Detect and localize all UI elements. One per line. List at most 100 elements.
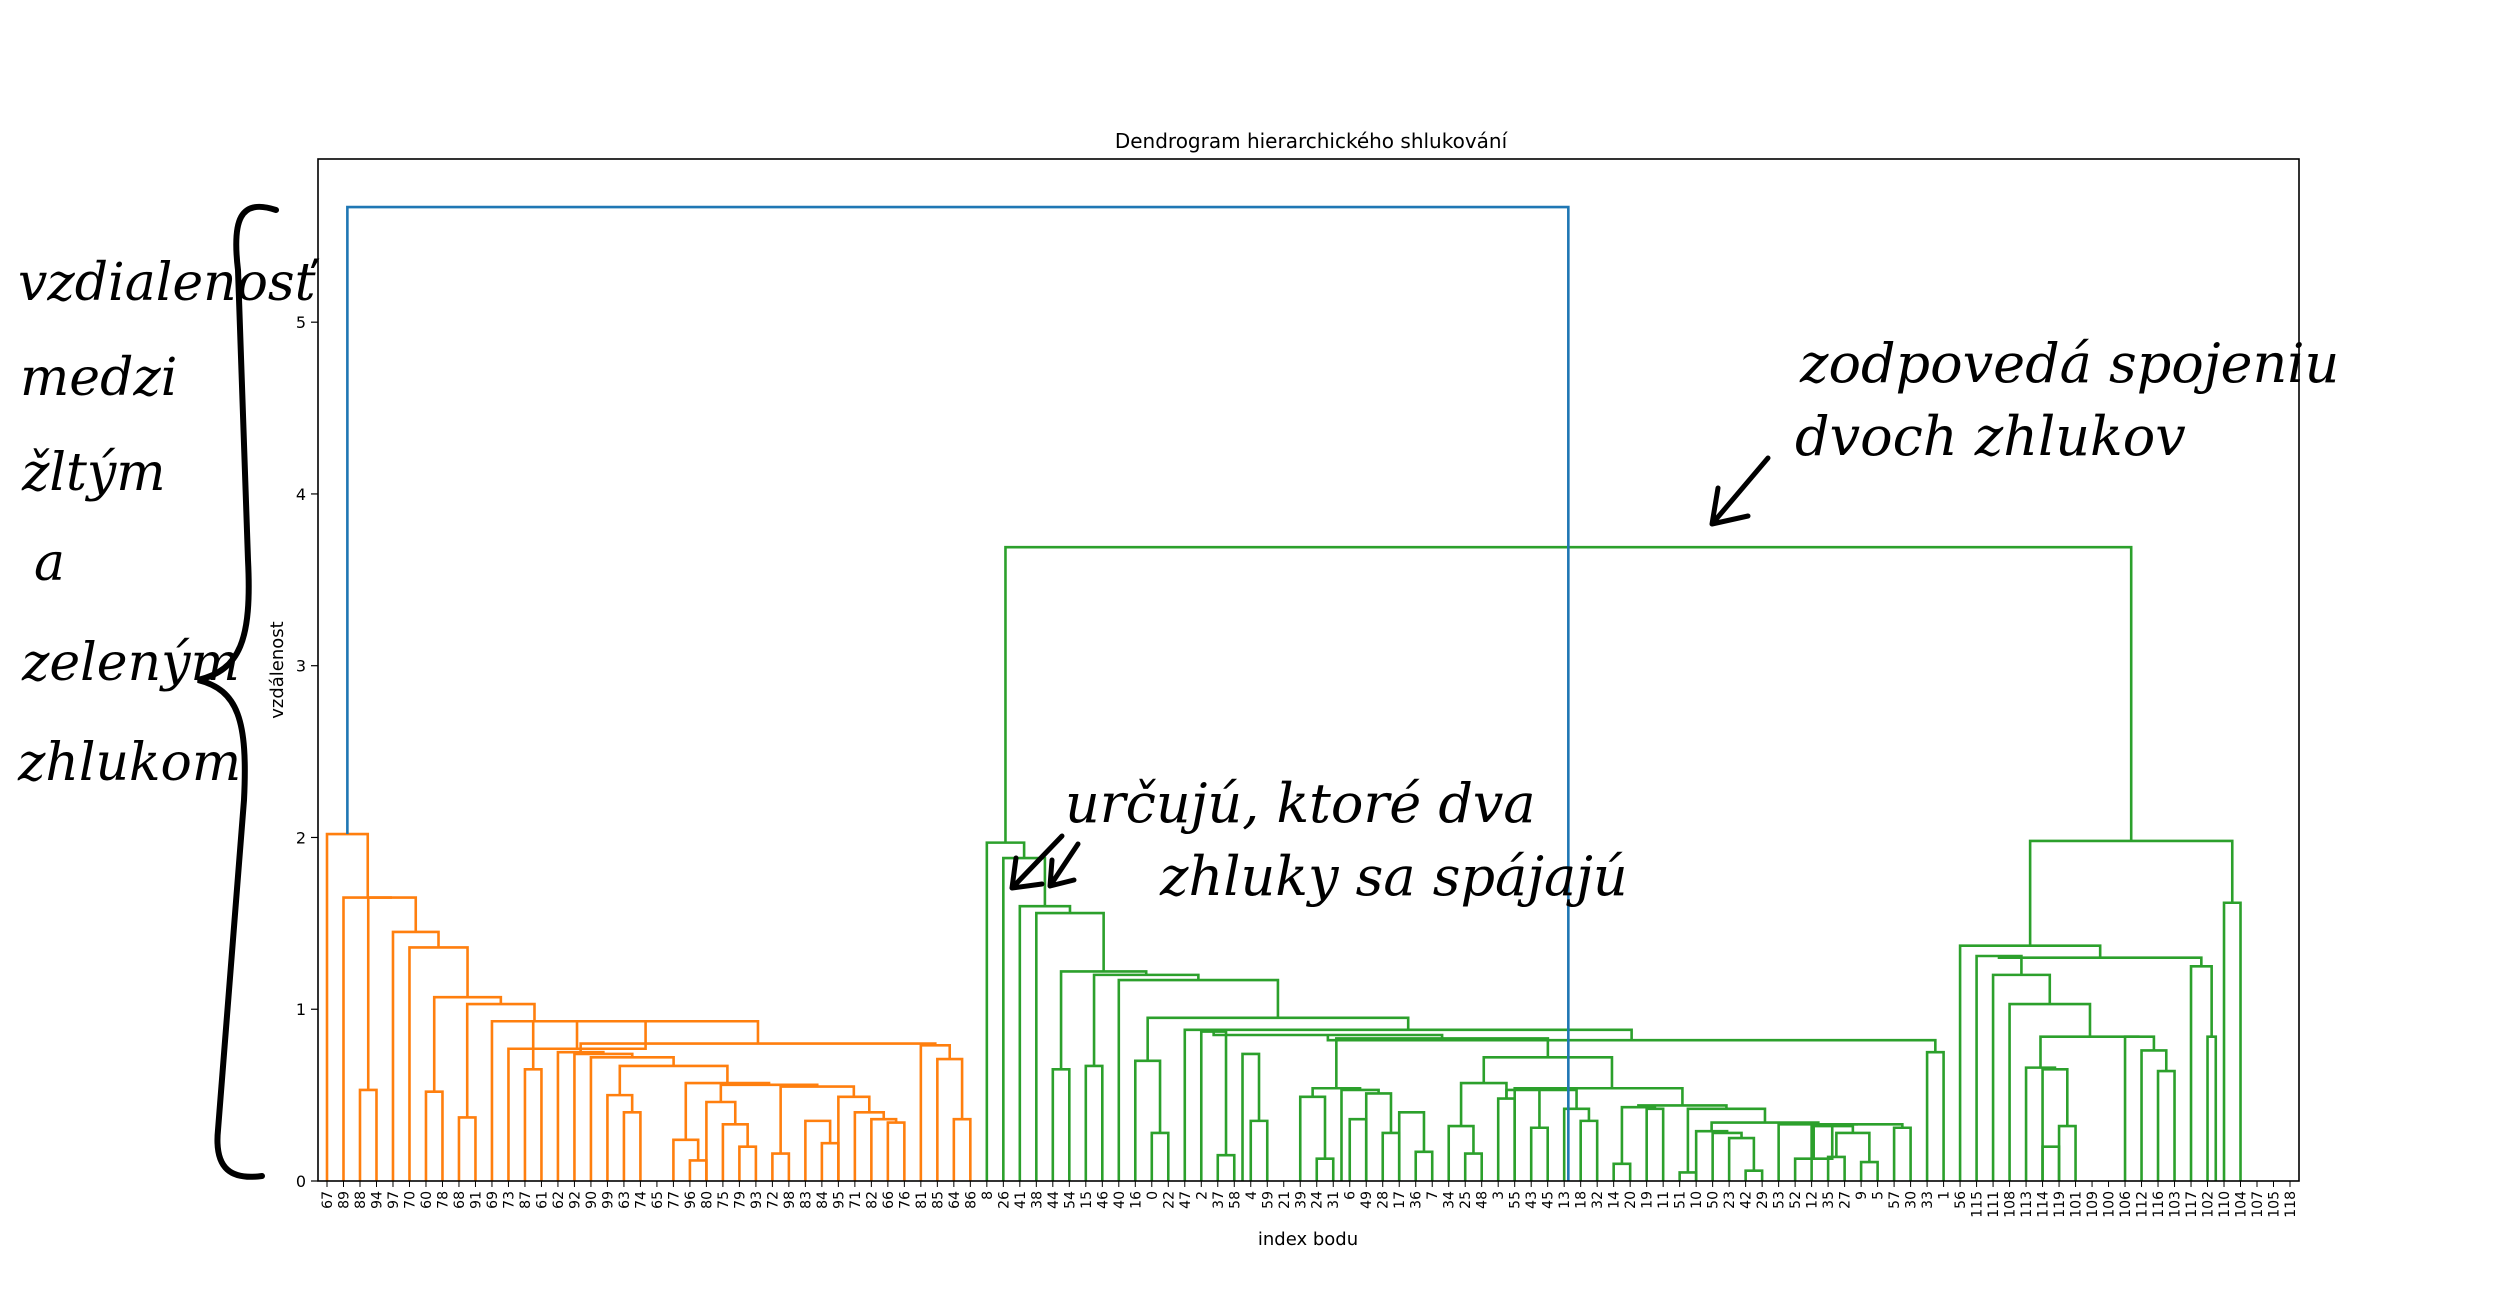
dendrogram-links	[325, 205, 2242, 1181]
leaf-label: 110	[2217, 1191, 2233, 1218]
leaf-label: 16	[1128, 1191, 1144, 1209]
dendrogram-link-green	[1620, 1105, 1657, 1164]
leaf-label: 112	[2135, 1191, 2151, 1218]
leaf-label: 81	[914, 1191, 930, 1209]
dendrogram-link-orange	[853, 1110, 886, 1181]
dendrogram-link-green	[1686, 1107, 1767, 1173]
leaf-label: 77	[666, 1191, 682, 1209]
dendrogram-link-green	[1117, 978, 1280, 1181]
dendrogram-link-orange	[618, 1064, 729, 1096]
leaf-label: 18	[1574, 1191, 1590, 1209]
leaf-label: 47	[1178, 1191, 1194, 1209]
top-right-annotation: zodpovedá spojeniu dvoch zhlukov	[1709, 332, 2339, 527]
leaf-label: 38	[1029, 1191, 1045, 1209]
dendrogram-link-green	[1463, 1152, 1484, 1181]
leaf-label: 0	[1145, 1191, 1161, 1200]
leaf-label: 96	[683, 1191, 699, 1209]
leaf-label: 49	[1359, 1191, 1375, 1209]
leaf-label: 82	[864, 1191, 880, 1209]
leaf-label: 20	[1623, 1191, 1639, 1209]
dendrogram-link-green	[1084, 1064, 1104, 1181]
leaf-label: 94	[369, 1191, 385, 1209]
dendrogram-link-orange	[490, 1019, 579, 1181]
dendrogram-link-green	[1744, 1169, 1764, 1181]
leaf-label: 29	[1755, 1191, 1771, 1209]
leaf-label: 9	[1854, 1191, 1870, 1200]
leaf-label: 84	[815, 1191, 831, 1209]
leaf-label: 1	[1937, 1191, 1953, 1200]
leaf-label: 65	[650, 1191, 666, 1209]
dendrogram-link-orange	[738, 1145, 758, 1181]
leaf-label: 50	[1706, 1191, 1722, 1209]
dendrogram-link-orange	[804, 1119, 832, 1181]
dendrogram-link-green	[2140, 1049, 2168, 1181]
dendrogram-link-orange	[684, 1081, 771, 1140]
dendrogram-link-green	[1364, 1092, 1393, 1181]
leaf-label: 80	[699, 1191, 715, 1209]
leaf-label: 70	[402, 1191, 418, 1209]
leaf-label: 106	[2118, 1191, 2134, 1218]
top-right-annotation-line: zodpovedá spojeniu	[1799, 332, 2339, 395]
dendrogram-link-green	[1727, 1136, 1756, 1181]
leaf-label: 35	[1821, 1191, 1837, 1209]
dendrogram-link-green	[2222, 901, 2242, 1181]
leaf-label: 30	[1904, 1191, 1920, 1209]
dendrogram-link-green	[2024, 1066, 2057, 1181]
y-tick-label: 5	[296, 313, 306, 332]
leaf-label: 11	[1656, 1191, 1672, 1209]
dendrogram-link-green	[2206, 1035, 2218, 1181]
leaf-label: 59	[1260, 1191, 1276, 1209]
dendrogram-link-orange	[672, 1138, 700, 1181]
leaf-label: 52	[1788, 1191, 1804, 1209]
leaf-label: 99	[600, 1191, 616, 1209]
leaf-label: 15	[1079, 1191, 1095, 1209]
curly-brace	[197, 203, 279, 1180]
leaf-label: 117	[2184, 1191, 2200, 1218]
leaf-label: 119	[2052, 1191, 2068, 1218]
dendrogram-link-orange	[820, 1141, 840, 1181]
dendrogram-link-green	[1562, 1107, 1591, 1181]
x-axis-label: index bodu	[1258, 1229, 1358, 1250]
dendrogram-link-orange	[870, 1117, 898, 1181]
y-tick-label: 1	[296, 1000, 306, 1019]
dendrogram-link-orange	[358, 1088, 378, 1181]
leaf-label: 13	[1557, 1191, 1573, 1209]
leaf-label: 48	[1475, 1191, 1491, 1209]
leaf-label: 41	[1013, 1191, 1029, 1209]
dendrogram-link-green	[1612, 1162, 1632, 1181]
dendrogram-link-green	[2057, 1124, 2077, 1181]
dendrogram-link-orange	[622, 1110, 642, 1181]
y-axis-label: vzdálenost	[267, 621, 288, 719]
dendrogram-link-orange	[771, 1152, 791, 1181]
leaf-label: 51	[1673, 1191, 1689, 1209]
leaf-label: 86	[963, 1191, 979, 1209]
top-right-annotation-line: dvoch zhlukov	[1795, 405, 2186, 468]
dendrogram-link-green	[1694, 1129, 1729, 1181]
leaf-label: 55	[1508, 1191, 1524, 1209]
leaf-label: 66	[881, 1191, 897, 1209]
leaf-label: 100	[2102, 1191, 2118, 1218]
leaf-label: 76	[897, 1191, 913, 1209]
leaf-label: 74	[633, 1191, 649, 1209]
leaf-label: 28	[1376, 1191, 1392, 1209]
leaf-label: 31	[1326, 1191, 1342, 1209]
leaf-label: 7	[1425, 1191, 1441, 1200]
middle-annotation-line: určujú, ktoré dva	[1065, 772, 1536, 835]
leaf-label: 44	[1046, 1191, 1062, 1209]
dendrogram-link-orange	[705, 1100, 737, 1181]
dendrogram-link-green	[1183, 1028, 1633, 1181]
dendrogram-link-green	[1249, 1119, 1269, 1181]
dendrogram-link-green	[1777, 1123, 1859, 1181]
dendrogram-link-green	[1496, 1097, 1516, 1181]
dendrogram-link-orange	[837, 1095, 871, 1181]
leaf-label: 75	[716, 1191, 732, 1209]
leaf-label: 53	[1772, 1191, 1788, 1209]
leaf-label: 54	[1062, 1191, 1078, 1209]
left-annotation-line: zhlukom	[17, 733, 241, 793]
leaf-label: 61	[534, 1191, 550, 1209]
dendrogram-link-green	[1348, 1117, 1368, 1181]
dendrogram-link-orange	[457, 1116, 477, 1181]
dendrogram-link-orange	[432, 995, 503, 1092]
leaf-label: 93	[749, 1191, 765, 1209]
